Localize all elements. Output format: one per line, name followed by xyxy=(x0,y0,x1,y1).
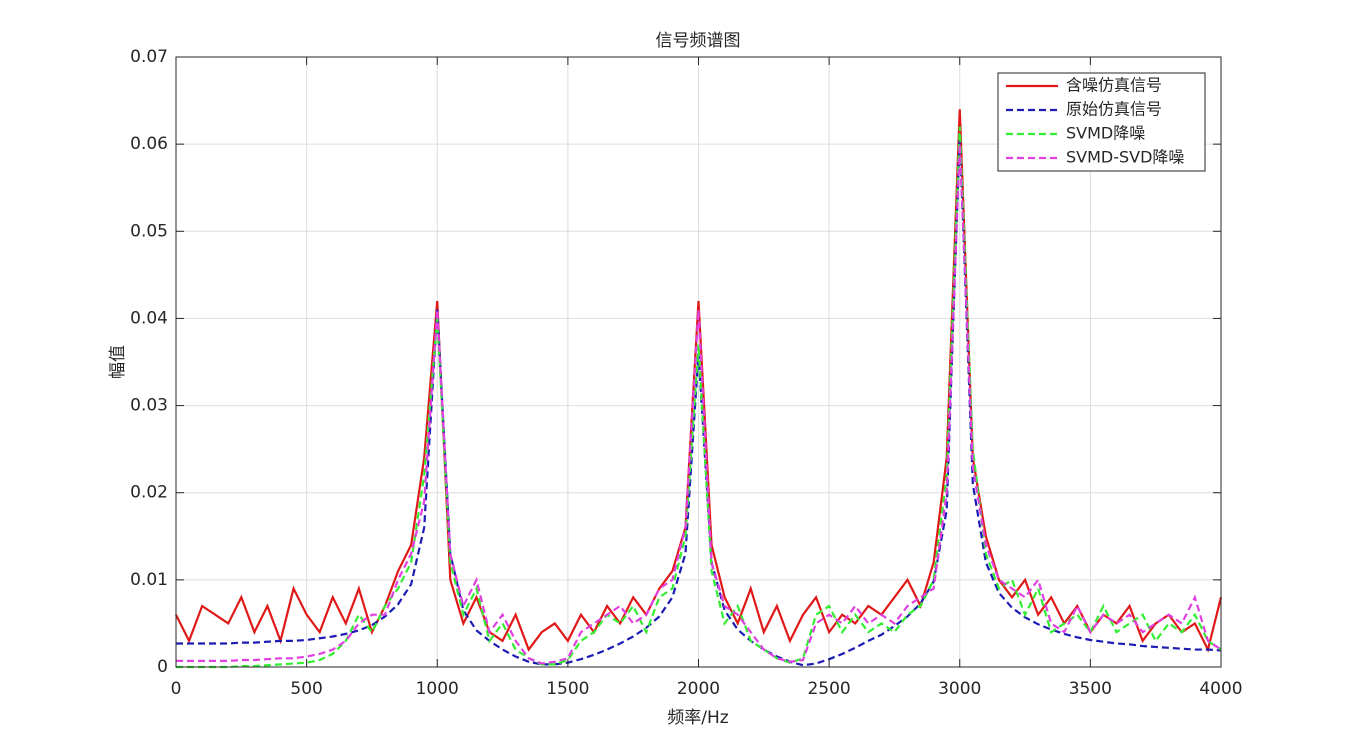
series-line xyxy=(176,126,1222,669)
x-tick-label: 3500 xyxy=(1069,679,1112,699)
x-tick-label: 500 xyxy=(290,679,322,699)
y-tick-label: 0.04 xyxy=(130,308,168,328)
legend-box xyxy=(997,72,1206,172)
series-line xyxy=(176,144,1222,665)
legend-label: SVMD降噪 xyxy=(1066,124,1145,143)
x-tick-label: 4000 xyxy=(1199,679,1242,699)
legend-label: SVMD-SVD降噪 xyxy=(1066,148,1184,167)
series-line xyxy=(175,109,1223,653)
lines xyxy=(175,109,1223,669)
x-tick-label: 2500 xyxy=(807,679,850,699)
x-tick-label: 2000 xyxy=(677,679,720,699)
x-tick-label: 3000 xyxy=(938,679,981,699)
y-axis-label: 幅值 xyxy=(108,345,128,379)
y-tick-label: 0.05 xyxy=(130,221,168,241)
y-tick-label: 0.01 xyxy=(130,570,168,590)
x-tick-label: 1000 xyxy=(416,679,459,699)
x-tick-label: 0 xyxy=(171,679,182,699)
legend-label: 含噪仿真信号 xyxy=(1066,76,1162,95)
y-tick-label: 0.07 xyxy=(130,47,168,67)
y-tick-label: 0.03 xyxy=(130,396,168,416)
x-tick-label: 1500 xyxy=(546,679,589,699)
y-tick-label: 0.06 xyxy=(130,134,168,154)
x-axis-label: 频率/Hz xyxy=(667,708,729,728)
y-tick-label: 0.02 xyxy=(130,483,168,503)
chart-title: 信号频谱图 xyxy=(656,31,741,51)
legend-label: 原始仿真信号 xyxy=(1066,100,1162,119)
y-tick-label: 0 xyxy=(157,657,168,677)
